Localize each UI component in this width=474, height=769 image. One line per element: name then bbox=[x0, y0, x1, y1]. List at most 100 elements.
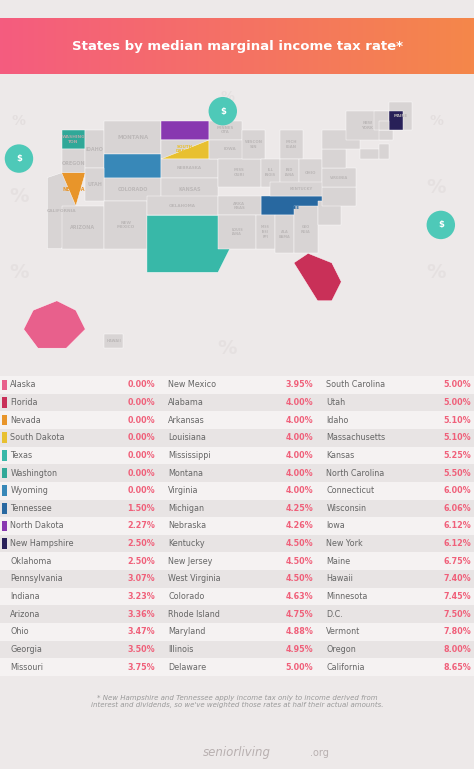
Polygon shape bbox=[294, 206, 318, 253]
Bar bbox=[0, 394, 158, 411]
Bar bbox=[158, 570, 316, 588]
Text: Colorado: Colorado bbox=[168, 592, 205, 601]
Text: California: California bbox=[327, 663, 365, 671]
Text: NEBRASKA: NEBRASKA bbox=[177, 166, 202, 170]
Polygon shape bbox=[242, 130, 265, 158]
Text: 7.80%: 7.80% bbox=[443, 628, 471, 636]
Polygon shape bbox=[322, 168, 356, 187]
Text: NEW
YORK: NEW YORK bbox=[361, 121, 374, 130]
Bar bbox=[158, 605, 316, 623]
Polygon shape bbox=[294, 253, 341, 301]
Bar bbox=[0, 588, 158, 605]
Text: Nevada: Nevada bbox=[10, 416, 41, 424]
Text: MISS
OURI: MISS OURI bbox=[234, 168, 245, 177]
Text: 3.36%: 3.36% bbox=[128, 610, 155, 619]
Bar bbox=[0, 534, 158, 552]
Text: 4.25%: 4.25% bbox=[285, 504, 313, 513]
Polygon shape bbox=[85, 130, 104, 168]
Text: 4.63%: 4.63% bbox=[285, 592, 313, 601]
Bar bbox=[316, 500, 474, 518]
Text: ALASKA: ALASKA bbox=[46, 322, 64, 327]
Text: $: $ bbox=[438, 221, 444, 229]
Text: HAWAII: HAWAII bbox=[106, 339, 121, 343]
Polygon shape bbox=[389, 112, 403, 130]
Polygon shape bbox=[318, 201, 341, 225]
Polygon shape bbox=[275, 215, 294, 253]
Bar bbox=[316, 588, 474, 605]
Text: Texas: Texas bbox=[10, 451, 33, 460]
Text: %: % bbox=[9, 187, 29, 206]
Polygon shape bbox=[161, 140, 209, 158]
Text: seniorliving: seniorliving bbox=[203, 747, 271, 759]
Bar bbox=[316, 570, 474, 588]
Text: ILL
INOIS: ILL INOIS bbox=[264, 168, 276, 177]
Bar bbox=[0, 518, 158, 534]
Text: WISCON
SIN: WISCON SIN bbox=[245, 140, 263, 148]
Text: 0.00%: 0.00% bbox=[128, 451, 155, 460]
Text: 3.75%: 3.75% bbox=[128, 663, 155, 671]
Text: New Mexico: New Mexico bbox=[168, 381, 217, 389]
Text: NEW
MEXICO: NEW MEXICO bbox=[117, 221, 135, 229]
Text: %: % bbox=[426, 178, 446, 197]
Polygon shape bbox=[147, 197, 218, 215]
Text: 2.50%: 2.50% bbox=[128, 557, 155, 566]
Text: TENNES
SEE: TENNES SEE bbox=[288, 201, 305, 210]
Polygon shape bbox=[62, 149, 85, 178]
Text: Idaho: Idaho bbox=[327, 416, 349, 424]
Bar bbox=[2, 450, 7, 461]
Text: 6.06%: 6.06% bbox=[444, 504, 471, 513]
Text: 4.00%: 4.00% bbox=[285, 416, 313, 424]
Text: WASHING
TON: WASHING TON bbox=[62, 135, 85, 144]
Text: Louisiana: Louisiana bbox=[168, 433, 206, 442]
Bar bbox=[316, 447, 474, 464]
Text: 6.12%: 6.12% bbox=[443, 521, 471, 531]
Text: New Jersey: New Jersey bbox=[168, 557, 213, 566]
Polygon shape bbox=[62, 130, 85, 149]
Bar bbox=[158, 464, 316, 482]
Text: 6.12%: 6.12% bbox=[443, 539, 471, 548]
Text: 4.00%: 4.00% bbox=[285, 468, 313, 478]
Text: 5.10%: 5.10% bbox=[444, 416, 471, 424]
Text: 4.00%: 4.00% bbox=[285, 451, 313, 460]
Text: Connecticut: Connecticut bbox=[327, 486, 374, 495]
Text: SOUTH
DAKOTA: SOUTH DAKOTA bbox=[175, 145, 194, 153]
Text: MINNES
OTA: MINNES OTA bbox=[217, 126, 234, 135]
Text: 4.50%: 4.50% bbox=[285, 574, 313, 584]
Text: 0.00%: 0.00% bbox=[128, 398, 155, 407]
Bar bbox=[158, 658, 316, 676]
Text: ALA
BAMA: ALA BAMA bbox=[279, 230, 290, 238]
Text: GEO
RGIA: GEO RGIA bbox=[301, 225, 310, 234]
Bar bbox=[2, 521, 7, 531]
Text: * New Hampshire and Tennessee apply income tax only to income derived from
inter: * New Hampshire and Tennessee apply inco… bbox=[91, 695, 383, 708]
Text: IND
IANA: IND IANA bbox=[284, 168, 294, 177]
Text: $: $ bbox=[16, 154, 22, 163]
Text: ARKA
NSAS: ARKA NSAS bbox=[233, 201, 246, 210]
Polygon shape bbox=[161, 140, 209, 158]
Text: MONTANA: MONTANA bbox=[117, 135, 148, 140]
Bar bbox=[316, 534, 474, 552]
Text: OREGON: OREGON bbox=[62, 161, 85, 166]
Text: TEXAS: TEXAS bbox=[177, 239, 207, 248]
Text: 4.50%: 4.50% bbox=[285, 557, 313, 566]
Bar bbox=[316, 658, 474, 676]
Bar bbox=[2, 432, 7, 443]
Text: %: % bbox=[429, 114, 443, 128]
Text: 5.50%: 5.50% bbox=[444, 468, 471, 478]
Bar bbox=[158, 394, 316, 411]
Text: Rhode Island: Rhode Island bbox=[168, 610, 220, 619]
Polygon shape bbox=[209, 121, 242, 140]
Polygon shape bbox=[218, 197, 261, 215]
Text: 2.50%: 2.50% bbox=[128, 539, 155, 548]
Text: %: % bbox=[9, 263, 29, 281]
Bar bbox=[0, 605, 158, 623]
Polygon shape bbox=[85, 168, 104, 201]
Bar bbox=[2, 398, 7, 408]
Bar bbox=[316, 429, 474, 447]
Bar bbox=[316, 376, 474, 394]
Text: 0.00%: 0.00% bbox=[128, 468, 155, 478]
Bar bbox=[316, 518, 474, 534]
Text: Oklahoma: Oklahoma bbox=[10, 557, 52, 566]
Text: KANSAS: KANSAS bbox=[178, 187, 201, 192]
Text: 3.95%: 3.95% bbox=[285, 381, 313, 389]
Text: Oregon: Oregon bbox=[327, 645, 356, 654]
